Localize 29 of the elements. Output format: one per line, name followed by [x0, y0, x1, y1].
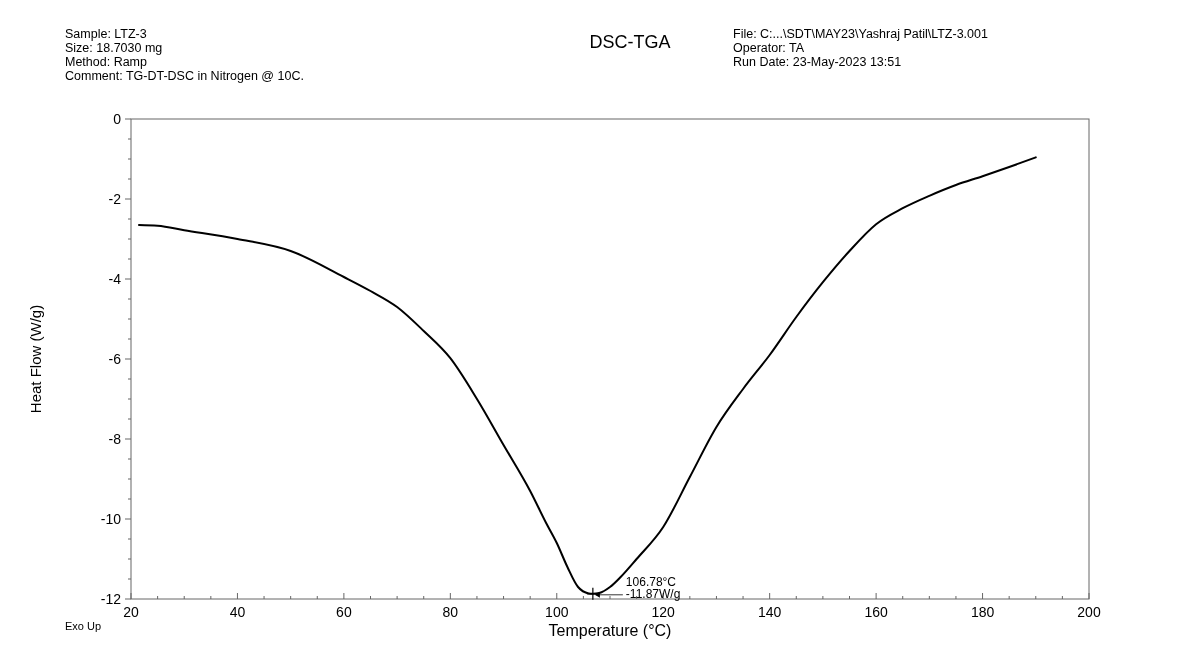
x-tick-label: 200: [1077, 604, 1101, 620]
y-tick-label: -2: [108, 191, 122, 207]
x-tick-label: 40: [229, 604, 246, 620]
x-tick-label: 120: [651, 604, 676, 620]
chart-title: DSC-TGA: [589, 32, 671, 52]
y-tick-label: -12: [100, 591, 122, 607]
text: Comment: TG-DT-DSC in Nitrogen @ 10C.: [65, 69, 304, 83]
x-tick-label: 140: [757, 604, 782, 620]
text: Operator: TA: [733, 41, 805, 55]
x-tick-label: 60: [336, 604, 352, 620]
y-tick-label: 0: [113, 111, 122, 127]
text: Exo Up: [65, 620, 102, 632]
text: Run Date: 23-May-2023 13:51: [733, 55, 902, 69]
text: Size: 18.7030 mg: [65, 41, 163, 55]
x-tick-label: 80: [442, 604, 459, 620]
x-tick-label: 180: [970, 604, 995, 620]
y-tick-label: -6: [108, 351, 122, 367]
x-tick-label: 20: [123, 604, 139, 620]
y-axis-title: Heat Flow (W/g): [27, 304, 44, 414]
text: File: C:...\SDT\MAY23\Yashraj Patil\LTZ-3.001: [733, 27, 988, 41]
x-tick-label: 100: [545, 604, 569, 620]
y-tick-label: -8: [108, 431, 122, 447]
x-axis-title: Temperature (°C): [548, 622, 672, 639]
text: Sample: LTZ-3: [65, 27, 147, 41]
y-tick-label: -10: [100, 511, 122, 527]
y-tick-label: -4: [108, 271, 122, 287]
x-tick-label: 160: [864, 604, 888, 620]
annotation: 106.78°C -11.87W/g: [625, 574, 681, 601]
text: Method: Ramp: [65, 55, 148, 69]
